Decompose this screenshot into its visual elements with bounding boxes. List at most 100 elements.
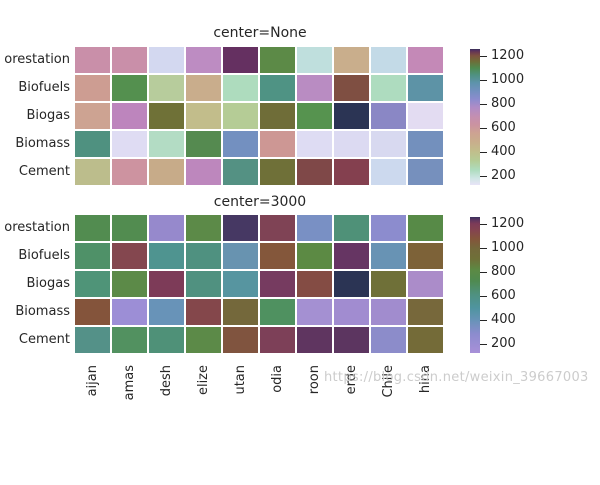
- heatmap-cell: [223, 215, 258, 241]
- row-label: Biogas: [26, 108, 70, 123]
- heatmap-cell: [75, 271, 110, 297]
- heatmap-cell: [112, 75, 147, 101]
- colorbar-tick-mark: [480, 319, 487, 321]
- heatmap-cell: [408, 159, 443, 185]
- heatmap-cell: [371, 131, 406, 157]
- heatmap-cell: [149, 215, 184, 241]
- heatmap-cell: [371, 47, 406, 73]
- colorbar-tick-label: 800: [491, 264, 516, 279]
- heatmap-cell: [75, 327, 110, 353]
- heatmap-cell: [260, 215, 295, 241]
- heatmap-cell: [408, 271, 443, 297]
- heatmap-cell: [371, 327, 406, 353]
- heatmap-cell: [260, 159, 295, 185]
- heatmap-cell: [371, 243, 406, 269]
- colorbar-tick-mark: [480, 271, 487, 273]
- heatmap-cell: [223, 243, 258, 269]
- heatmap-cell: [186, 327, 221, 353]
- watermark-url: https://blog.csdn.net/weixin_39667003: [324, 370, 589, 385]
- heatmap-cell: [334, 103, 369, 129]
- row-label: Biofuels: [18, 248, 70, 263]
- heatmap-cell: [186, 299, 221, 325]
- heatmap-cell: [223, 131, 258, 157]
- heatmap-cell: [75, 47, 110, 73]
- heatmap-cell: [334, 131, 369, 157]
- heatmap-cell: [112, 103, 147, 129]
- colorbar-tick-mark: [480, 223, 487, 225]
- colorbar-top: 1200 1000 800 600 400 200: [470, 48, 524, 185]
- colorbar-tick-mark: [480, 127, 487, 129]
- heatmap-cell: [186, 75, 221, 101]
- heatmap-cell: [186, 215, 221, 241]
- colorbar-tick-label: 1000: [491, 72, 525, 87]
- heatmap-cell: [149, 103, 184, 129]
- colorbar-tick-label: 600: [491, 288, 516, 303]
- heatmap-cell: [371, 75, 406, 101]
- heatmap-cell: [334, 299, 369, 325]
- heatmap-cell: [186, 47, 221, 73]
- heatmap-cell: [223, 47, 258, 73]
- row-label: Biogas: [26, 276, 70, 291]
- heatmap-cell: [149, 47, 184, 73]
- heatmap-cell: [408, 243, 443, 269]
- heatmap-cell: [408, 47, 443, 73]
- heatmap-cell: [186, 103, 221, 129]
- heatmap-cell: [75, 75, 110, 101]
- x-axis-label: amas: [121, 365, 137, 401]
- heatmap-cell: [408, 103, 443, 129]
- x-axis-label: utan: [232, 365, 248, 395]
- heatmap-cell: [260, 103, 295, 129]
- heatmap-cell: [408, 215, 443, 241]
- heatmap-cell: [112, 243, 147, 269]
- heatmap-cell: [186, 159, 221, 185]
- heatmap-cell: [223, 103, 258, 129]
- heatmap-cell: [371, 271, 406, 297]
- heatmap-cell: [334, 243, 369, 269]
- heatmap-grid-bottom: [75, 215, 443, 353]
- heatmap-cell: [297, 47, 332, 73]
- heatmap-cell: [371, 103, 406, 129]
- heatmap-cell: [149, 159, 184, 185]
- colorbar-tick-label: 1200: [491, 48, 525, 63]
- heatmap-cell: [297, 131, 332, 157]
- colorbar-tick-label: 200: [491, 168, 516, 183]
- heatmap-cell: [223, 271, 258, 297]
- heatmap-cell: [260, 47, 295, 73]
- heatmap-cell: [260, 327, 295, 353]
- colorbar-tick-mark: [480, 295, 487, 297]
- heatmap-cell: [112, 159, 147, 185]
- heatmap-cell: [223, 75, 258, 101]
- heatmap-cell: [334, 271, 369, 297]
- heatmap-cell: [75, 243, 110, 269]
- heatmap-grid-top: [75, 47, 443, 185]
- x-axis-label: roon: [306, 365, 322, 395]
- x-axis-label: desh: [158, 365, 174, 397]
- x-axis-label: odia: [269, 365, 285, 393]
- row-label: Biomass: [15, 304, 70, 319]
- heatmap-cell: [223, 327, 258, 353]
- colorbar-tick-mark: [480, 343, 487, 345]
- row-label: orestation: [4, 52, 70, 67]
- heatmap-cell: [334, 215, 369, 241]
- row-label: Cement: [18, 332, 70, 347]
- heatmap-cell: [112, 47, 147, 73]
- heatmap-cell: [297, 299, 332, 325]
- colorbar-tick-label: 600: [491, 120, 516, 135]
- x-axis-label: elize: [195, 365, 211, 396]
- heatmap-cell: [297, 243, 332, 269]
- colorbar-tick-mark: [480, 151, 487, 153]
- colorbar-tick-mark: [480, 55, 487, 57]
- heatmap-cell: [112, 215, 147, 241]
- row-label: Biofuels: [18, 80, 70, 95]
- heatmap-cell: [223, 299, 258, 325]
- heatmap-cell: [112, 131, 147, 157]
- heatmap-cell: [75, 103, 110, 129]
- panel-title-top: center=None: [213, 25, 307, 41]
- heatmap-cell: [75, 159, 110, 185]
- heatmap-cell: [408, 75, 443, 101]
- heatmap-cell: [75, 215, 110, 241]
- heatmap-cell: [408, 299, 443, 325]
- heatmap-cell: [408, 327, 443, 353]
- colorbar-bottom: 1200 1000 800 600 400 200: [470, 216, 524, 353]
- heatmap-cell: [334, 159, 369, 185]
